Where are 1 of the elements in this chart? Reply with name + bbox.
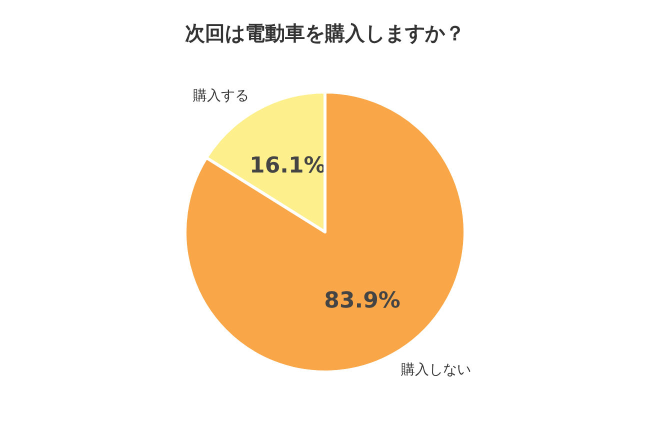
title: 次回は電動車を購入しますか？ [185,21,465,45]
